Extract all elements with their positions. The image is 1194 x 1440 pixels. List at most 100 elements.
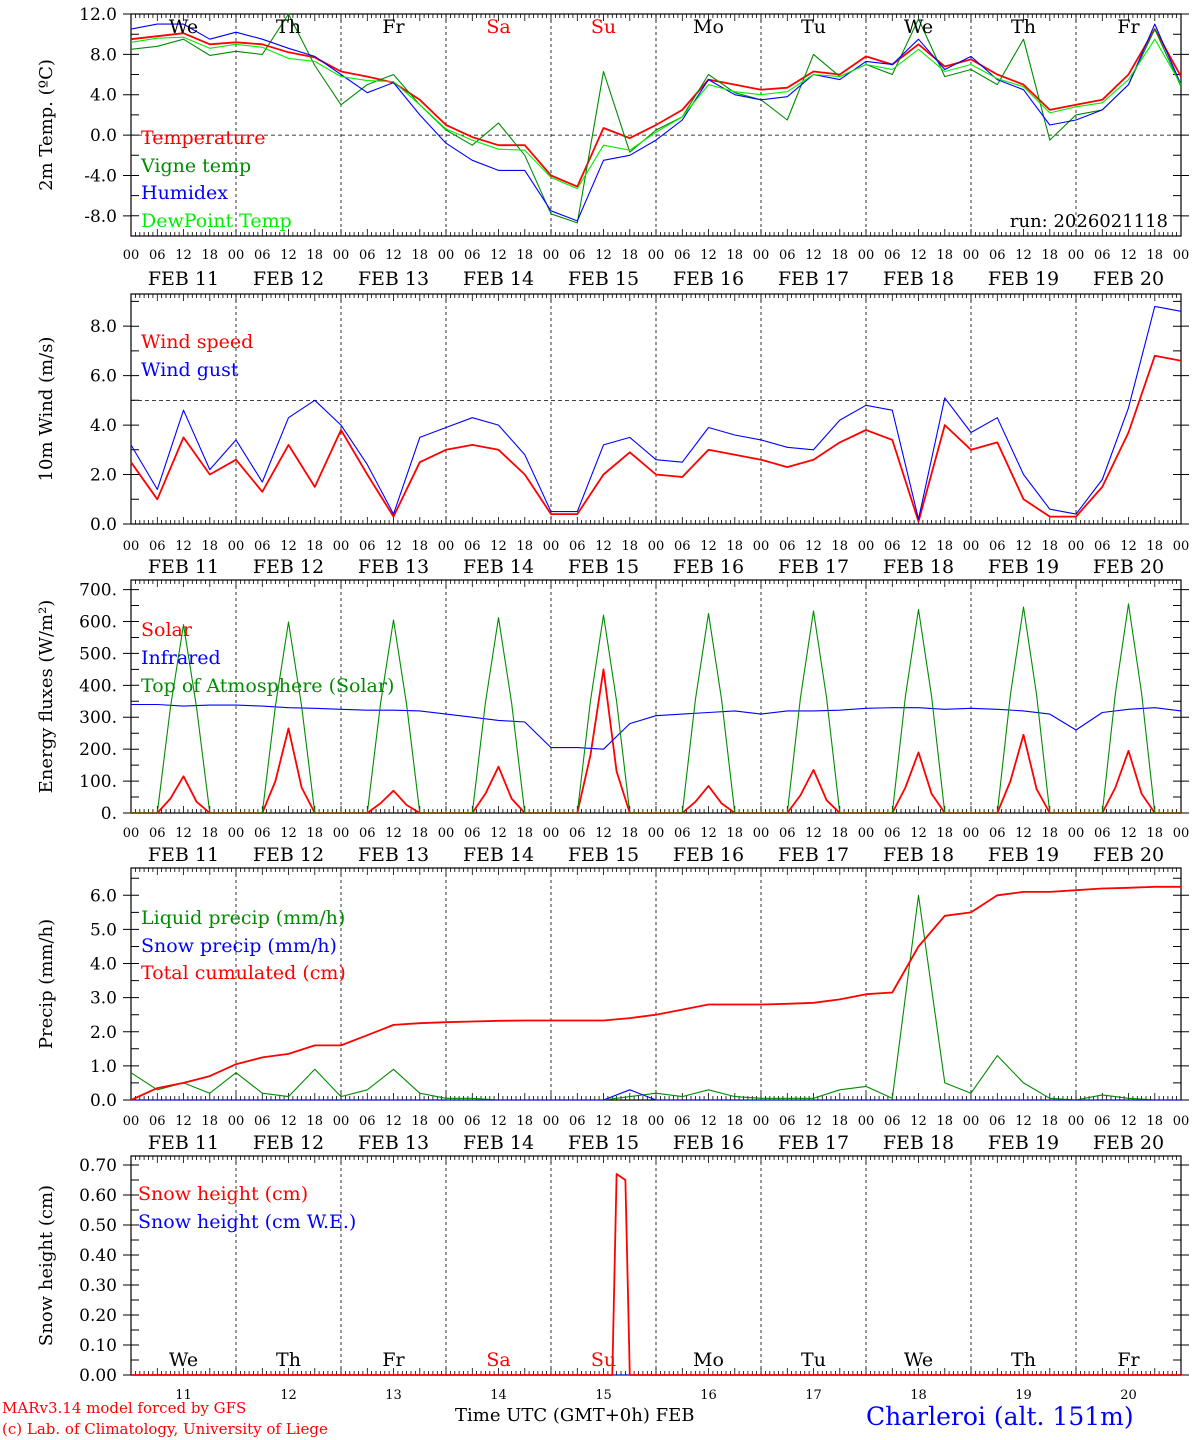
y-tick-label: 2.0 [90, 1023, 117, 1043]
y-tick-label: 0.0 [90, 515, 117, 535]
y-tick-label: 6.0 [90, 367, 117, 387]
day-number-label: 17 [805, 1388, 822, 1403]
x-date-label: FEB 16 [673, 844, 744, 866]
x-hour-label: 00 [963, 826, 980, 841]
legend-entry: Snow height (cm) [138, 1183, 308, 1205]
x-hour-label: 12 [805, 1114, 822, 1129]
x-date-label: FEB 19 [988, 556, 1059, 578]
x-hour-label: 06 [674, 248, 691, 263]
y-axis-label: Snow height (cm) [36, 1185, 57, 1346]
x-hour-label: 18 [516, 1114, 533, 1129]
legend-entry: Humidex [141, 182, 228, 204]
x-hour-label: 00 [963, 248, 980, 263]
x-date-label: FEB 18 [883, 844, 954, 866]
x-date-label: FEB 15 [568, 268, 639, 290]
x-hour-label: 18 [621, 539, 638, 554]
day-number-label: 18 [910, 1388, 927, 1403]
x-date-label: FEB 14 [463, 268, 534, 290]
x-hour-label: 12 [1015, 248, 1032, 263]
series-line-snow-precip-mm-h- [131, 1089, 1181, 1101]
x-hour-label: 18 [201, 826, 218, 841]
x-date-label: FEB 15 [568, 844, 639, 866]
x-hour-label: 00 [543, 826, 560, 841]
x-hour-label: 12 [175, 539, 192, 554]
x-hour-label: 12 [490, 826, 507, 841]
day-name-label: We [904, 16, 933, 38]
x-hour-label: 12 [1120, 539, 1137, 554]
x-hour-label: 12 [1015, 1114, 1032, 1129]
x-hour-label: 00 [228, 1114, 245, 1129]
day-name-label: Su [591, 16, 616, 38]
x-hour-label: 12 [910, 1114, 927, 1129]
x-axis-label: Time UTC (GMT+0h) FEB [455, 1405, 695, 1426]
x-minor-ticks [130, 294, 1182, 524]
x-hour-label: 18 [201, 539, 218, 554]
day-number-label: 19 [1015, 1388, 1032, 1403]
x-hour-label: 06 [464, 826, 481, 841]
x-hour-label: 18 [621, 248, 638, 263]
x-hour-label: 06 [989, 248, 1006, 263]
x-hour-label: 06 [254, 1114, 271, 1129]
x-hour-label: 12 [700, 1114, 717, 1129]
day-name-label: Su [591, 1349, 616, 1371]
x-hour-label: 00 [648, 1114, 665, 1129]
x-hour-label: 18 [1146, 248, 1163, 263]
x-hour-label: 18 [621, 1114, 638, 1129]
x-hour-label: 12 [280, 539, 297, 554]
x-hour-label: 18 [831, 826, 848, 841]
x-hour-label: 12 [805, 539, 822, 554]
x-hour-label: 18 [1041, 826, 1058, 841]
x-hour-label: 18 [831, 1114, 848, 1129]
x-date-label: FEB 19 [988, 268, 1059, 290]
day-name-label: Fr [1117, 16, 1140, 38]
x-hour-label: 12 [805, 248, 822, 263]
series-line-humidex [130, 23, 1182, 222]
x-hour-label: 00 [1068, 1114, 1085, 1129]
x-hour-label: 00 [438, 539, 455, 554]
y-tick-label: 5.0 [90, 920, 117, 940]
day-name-label: Th [276, 1349, 301, 1371]
x-hour-label: 00 [333, 539, 350, 554]
y-tick-label: 1.0 [90, 1057, 117, 1077]
x-hour-label: 06 [1094, 539, 1111, 554]
x-hour-label: 18 [1146, 826, 1163, 841]
day-name-label: Tu [801, 16, 826, 38]
x-hour-label: 12 [280, 1114, 297, 1129]
x-date-label: FEB 17 [778, 268, 849, 290]
x-hour-label: 00 [543, 1114, 560, 1129]
x-date-label: FEB 11 [148, 1132, 219, 1154]
x-hour-label: 00 [333, 1114, 350, 1129]
x-date-label: FEB 12 [253, 556, 324, 578]
x-date-label: FEB 17 [778, 1132, 849, 1154]
series-line-vigne-temp [130, 13, 1182, 224]
y-tick-label: 3.0 [90, 989, 117, 1009]
y-tick-label: 0.50 [79, 1216, 117, 1236]
legend-entry: Snow height (cm W.E.) [138, 1211, 356, 1233]
day-name-label: We [169, 1349, 198, 1371]
x-hour-label: 06 [884, 248, 901, 263]
y-tick-label: 4.0 [90, 955, 117, 975]
x-hour-label: 06 [779, 1114, 796, 1129]
x-hour-label: 18 [1146, 539, 1163, 554]
legend-entry: Infrared [141, 647, 221, 669]
x-hour-label: 06 [464, 539, 481, 554]
x-minor-ticks [130, 14, 1182, 236]
day-number-label: 11 [175, 1388, 192, 1403]
x-hour-label: 00 [123, 1114, 140, 1129]
x-hour-label: 12 [910, 826, 927, 841]
x-hour-label: 12 [490, 539, 507, 554]
y-axis-label: 2m Temp. (ºC) [36, 59, 57, 191]
x-date-label: FEB 12 [253, 844, 324, 866]
x-date-label: FEB 11 [148, 556, 219, 578]
x-hour-label: 06 [359, 539, 376, 554]
x-hour-label: 18 [726, 1114, 743, 1129]
x-hour-label: 00 [753, 539, 770, 554]
day-name-label: Tu [801, 1349, 826, 1371]
x-hour-label: 00 [648, 826, 665, 841]
y-tick-label: 0.30 [79, 1276, 117, 1296]
day-number-label: 15 [595, 1388, 612, 1403]
y-tick-label: 200. [79, 740, 117, 760]
x-hour-label: 00 [228, 248, 245, 263]
x-hour-label: 06 [1094, 248, 1111, 263]
y-axis-label: Precip (mm/h) [36, 919, 57, 1049]
